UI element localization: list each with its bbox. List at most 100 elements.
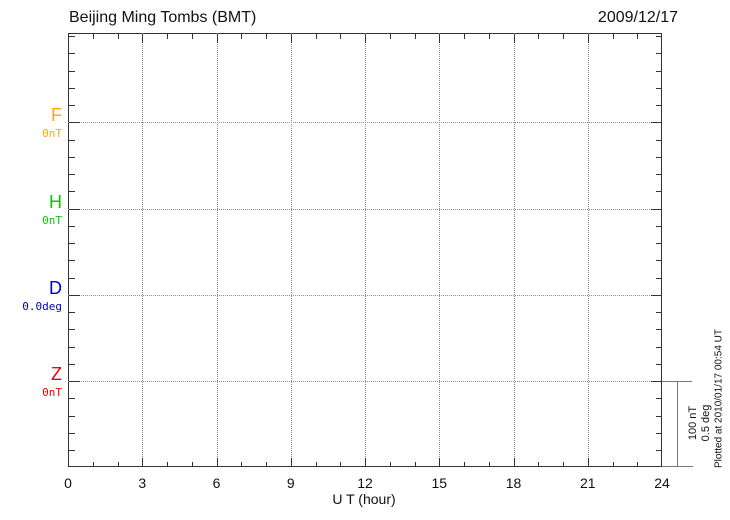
bottom-axis-tick bbox=[414, 462, 416, 467]
x-tick-label-0: 0 bbox=[64, 475, 72, 491]
x-gridline-18 bbox=[513, 33, 515, 467]
x-tick-label-6: 6 bbox=[212, 475, 221, 491]
left-axis-tick bbox=[69, 450, 75, 451]
left-axis-tick bbox=[69, 225, 75, 227]
scale-bar-nt-label: 100 nT bbox=[687, 405, 699, 441]
left-axis-tick bbox=[69, 363, 75, 365]
bottom-axis-tick bbox=[266, 462, 267, 467]
right-axis-tick bbox=[656, 329, 662, 331]
left-axis-tick bbox=[69, 156, 75, 158]
top-axis-tick bbox=[92, 34, 94, 39]
left-axis-tick bbox=[69, 70, 75, 72]
left-axis-tick bbox=[69, 346, 75, 348]
bottom-axis-tick bbox=[365, 458, 366, 467]
left-axis-tick bbox=[69, 139, 75, 141]
left-axis-tick bbox=[69, 208, 80, 210]
right-axis-tick bbox=[656, 53, 662, 55]
top-axis-tick bbox=[191, 34, 193, 39]
left-axis-tick bbox=[69, 294, 80, 296]
right-axis-tick bbox=[656, 243, 662, 244]
top-axis-tick bbox=[439, 34, 441, 43]
x-gridline-21 bbox=[587, 33, 589, 467]
left-axis-tick bbox=[69, 415, 75, 417]
left-axis-tick bbox=[69, 53, 75, 55]
series-label-F: F bbox=[51, 105, 62, 126]
bottom-axis-tick bbox=[142, 458, 144, 467]
right-axis-tick bbox=[656, 398, 662, 400]
x-tick-label-3: 3 bbox=[138, 475, 147, 491]
top-axis-tick bbox=[464, 34, 465, 39]
series-label-H: H bbox=[49, 191, 62, 212]
left-axis-tick bbox=[69, 174, 75, 175]
top-axis-tick bbox=[315, 34, 317, 39]
x-tick-label-21: 21 bbox=[579, 475, 596, 491]
bottom-axis-tick bbox=[612, 462, 614, 467]
top-axis-tick bbox=[488, 34, 490, 39]
scale-bar-label: 100 nT 0.5 deg bbox=[687, 380, 713, 466]
series-label-D: D bbox=[49, 277, 62, 298]
x-gridline-6 bbox=[216, 33, 218, 467]
left-axis-tick bbox=[69, 122, 80, 124]
right-axis-tick bbox=[656, 432, 662, 434]
right-axis-tick bbox=[651, 294, 662, 296]
right-axis-tick bbox=[656, 36, 662, 37]
right-axis-tick bbox=[656, 346, 662, 348]
x-gridline-3 bbox=[142, 33, 144, 467]
left-axis-tick bbox=[69, 243, 75, 244]
top-axis-tick bbox=[365, 34, 366, 43]
baseline-gridline-D bbox=[68, 294, 662, 296]
bottom-axis-tick bbox=[315, 462, 317, 467]
right-axis-tick bbox=[656, 225, 662, 227]
left-axis-tick bbox=[69, 260, 75, 262]
top-axis-tick bbox=[563, 34, 564, 39]
right-axis-tick bbox=[656, 415, 662, 417]
series-baseline-value-H: 0nT bbox=[42, 213, 62, 227]
bottom-axis-tick bbox=[587, 458, 589, 467]
series-baseline-value-Z: 0nT bbox=[42, 386, 62, 399]
x-tick-label-18: 18 bbox=[505, 475, 522, 491]
bottom-axis-tick bbox=[439, 458, 441, 467]
right-axis-tick bbox=[656, 191, 662, 193]
baseline-gridline-H bbox=[68, 208, 662, 210]
bottom-axis-tick bbox=[513, 458, 515, 467]
right-axis-tick bbox=[651, 208, 662, 210]
series-baseline-value-D: 0.0deg bbox=[22, 299, 62, 313]
left-axis-tick bbox=[69, 381, 80, 382]
left-axis-tick bbox=[69, 312, 75, 313]
bottom-axis-tick bbox=[538, 462, 540, 467]
left-axis-tick bbox=[69, 87, 75, 89]
plotted-timestamp-note: Plotted at 2010/01/17 00:54 UT bbox=[713, 329, 725, 468]
bottom-axis-tick bbox=[488, 462, 490, 467]
top-axis-tick bbox=[216, 34, 218, 43]
right-axis-tick bbox=[651, 381, 662, 382]
left-axis-tick bbox=[69, 329, 75, 331]
right-axis-tick bbox=[656, 277, 662, 279]
x-axis-title: U T (hour) bbox=[332, 491, 396, 507]
left-axis-tick bbox=[69, 105, 75, 106]
right-axis-tick bbox=[656, 139, 662, 141]
top-axis-tick bbox=[389, 34, 391, 39]
bottom-axis-tick bbox=[216, 458, 218, 467]
top-axis-tick bbox=[612, 34, 614, 39]
top-axis-tick bbox=[117, 34, 119, 39]
right-axis-tick bbox=[656, 363, 662, 365]
x-tick-label-24: 24 bbox=[654, 475, 670, 491]
bottom-axis-tick bbox=[637, 462, 639, 467]
series-baseline-value-F: 0nT bbox=[42, 127, 62, 141]
bottom-axis-tick bbox=[117, 462, 119, 467]
scale-bar-line bbox=[677, 381, 678, 467]
bottom-axis-tick bbox=[167, 462, 168, 467]
top-axis-tick bbox=[142, 34, 144, 43]
date-label: 2009/12/17 bbox=[597, 9, 678, 26]
top-axis-tick bbox=[513, 34, 515, 43]
right-axis-tick bbox=[656, 87, 662, 89]
top-axis-tick bbox=[637, 34, 639, 39]
right-axis-tick bbox=[656, 70, 662, 72]
bottom-axis-tick bbox=[464, 462, 465, 467]
right-axis-tick bbox=[656, 105, 662, 106]
bottom-axis-tick bbox=[563, 462, 564, 467]
right-axis-tick bbox=[656, 156, 662, 158]
bottom-axis-tick bbox=[191, 462, 193, 467]
x-tick-label-15: 15 bbox=[431, 475, 448, 491]
series-label-Z: Z bbox=[51, 364, 62, 384]
